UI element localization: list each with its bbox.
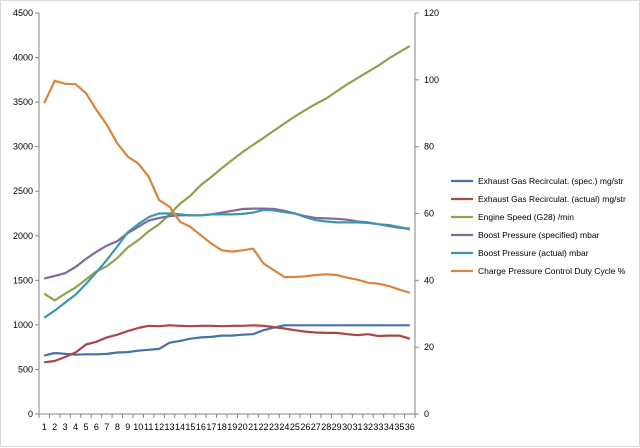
y2-tick-label: 40 — [424, 275, 434, 285]
x-tick-label: 6 — [94, 422, 99, 432]
x-tick-label: 31 — [353, 422, 363, 432]
legend-label: Boost Pressure (actual) mbar — [478, 248, 589, 258]
legend-label: Exhaust Gas Recirculat. (spec.) mg/str — [478, 176, 624, 186]
y2-tick-label: 80 — [424, 142, 434, 152]
x-tick-label: 28 — [321, 422, 331, 432]
legend-label: Exhaust Gas Recirculat. (actual) mg/str — [478, 194, 626, 204]
x-tick-label: 7 — [104, 422, 109, 432]
series-line — [43, 207, 410, 280]
x-tick-label: 8 — [115, 422, 120, 432]
y-tick-label: 2000 — [13, 231, 33, 241]
x-tick-label: 14 — [175, 422, 185, 432]
x-tick-label: 15 — [185, 422, 195, 432]
x-tick-label: 5 — [83, 422, 88, 432]
x-tick-label: 22 — [259, 422, 269, 432]
x-tick-label: 33 — [373, 422, 383, 432]
y-tick-label: 4500 — [13, 8, 33, 18]
x-tick-label: 26 — [300, 422, 310, 432]
x-tick-label: 13 — [165, 422, 175, 432]
series-line — [43, 324, 410, 357]
x-tick-label: 21 — [248, 422, 258, 432]
y-tick-label: 3500 — [13, 97, 33, 107]
x-tick-label: 23 — [269, 422, 279, 432]
x-tick-label: 17 — [206, 422, 216, 432]
x-tick-label: 30 — [342, 422, 352, 432]
x-tick-label: 25 — [290, 422, 300, 432]
y-tick-label: 0 — [28, 409, 33, 419]
x-tick-label: 4 — [73, 422, 78, 432]
series-line — [44, 324, 411, 364]
legend-label: Boost Pressure (specified) mbar — [478, 230, 600, 240]
y2-tick-label: 20 — [424, 342, 434, 352]
y-tick-label: 1000 — [13, 320, 33, 330]
y-tick-label: 4000 — [13, 53, 33, 63]
x-tick-label: 20 — [238, 422, 248, 432]
y2-tick-label: 120 — [424, 8, 439, 18]
series-line — [43, 79, 411, 294]
y-tick-label: 1500 — [13, 275, 33, 285]
x-tick-label: 12 — [154, 422, 164, 432]
y-tick-label: 2500 — [13, 186, 33, 196]
series-line — [43, 208, 411, 319]
x-tick-label: 2 — [52, 422, 57, 432]
y2-tick-label: 100 — [424, 75, 439, 85]
legend-label: Engine Speed (G28) /min — [478, 212, 574, 222]
x-tick-label: 29 — [332, 422, 342, 432]
x-tick-label: 24 — [279, 422, 289, 432]
y2-tick-label: 60 — [424, 209, 434, 219]
x-tick-label: 11 — [144, 422, 153, 432]
x-tick-label: 27 — [311, 422, 321, 432]
x-tick-label: 3 — [63, 422, 68, 432]
x-tick-label: 1 — [42, 422, 47, 432]
x-tick-label: 35 — [394, 422, 404, 432]
x-tick-label: 18 — [217, 422, 227, 432]
x-tick-label: 9 — [125, 422, 130, 432]
series-line — [43, 45, 411, 302]
x-tick-label: 16 — [196, 422, 206, 432]
x-tick-label: 19 — [227, 422, 237, 432]
x-tick-label: 32 — [363, 422, 373, 432]
x-tick-label: 36 — [405, 422, 415, 432]
x-tick-label: 34 — [384, 422, 394, 432]
x-tick-label: 10 — [133, 422, 143, 432]
y-tick-label: 500 — [18, 364, 33, 374]
legend-label: Charge Pressure Control Duty Cycle % — [478, 266, 626, 276]
y2-tick-label: 0 — [424, 409, 429, 419]
y-tick-label: 3000 — [13, 142, 33, 152]
